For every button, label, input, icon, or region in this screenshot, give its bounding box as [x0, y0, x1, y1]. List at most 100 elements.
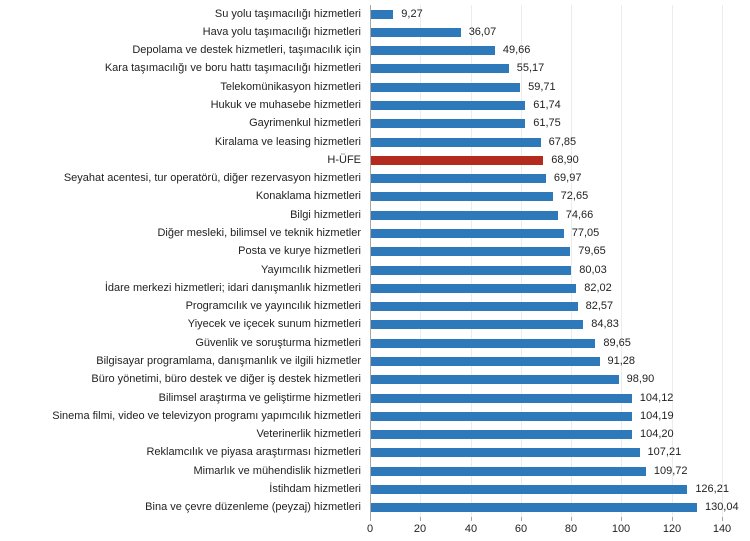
highlight-bar [370, 155, 544, 165]
value-label: 68,90 [551, 153, 579, 166]
category-label: Büro yönetimi, büro destek ve diğer iş d… [91, 373, 361, 386]
bar-row: Bilgisayar programlama, danışmanlık ve i… [0, 352, 750, 370]
bar-row: Güvenlik ve soruşturma hizmetleri 89,65 [0, 334, 750, 352]
category-label: Güvenlik ve soruşturma hizmetleri [195, 336, 361, 349]
bar-area: 79,65 [370, 243, 750, 261]
bar-row: Hukuk ve muhasebe hizmetleri 61,74 [0, 96, 750, 114]
bar-area: 130,04 [370, 499, 750, 517]
x-axis-tick-label: 40 [464, 523, 478, 535]
bar [370, 320, 584, 330]
bar-area: 84,83 [370, 316, 750, 334]
bar [370, 503, 697, 513]
x-axis-tick [621, 517, 622, 521]
bar [370, 356, 600, 366]
bar-row: İdare merkezi hizmetleri; idari danışman… [0, 279, 750, 297]
bar-row: Kara taşımacılığı ve boru hattı taşımacı… [0, 60, 750, 78]
bar-area: 126,21 [370, 480, 750, 498]
x-axis-tick-label: 140 [712, 523, 732, 535]
value-label: 79,65 [578, 245, 606, 258]
bar [370, 302, 578, 312]
bar-area: 55,17 [370, 60, 750, 78]
bar [370, 229, 564, 239]
category-label: Programcılık ve yayıncılık hizmetleri [185, 300, 361, 313]
bar-row: Su yolu taşımacılığı hizmetleri 9,27 [0, 5, 750, 23]
category-label: Konaklama hizmetleri [255, 190, 361, 203]
bar-area: 72,65 [370, 188, 750, 206]
value-label: 107,21 [647, 446, 682, 459]
bar-area: 77,05 [370, 224, 750, 242]
category-label: Kara taşımacılığı ve boru hattı taşımacı… [104, 62, 361, 75]
value-label: 98,90 [626, 373, 655, 386]
bar [370, 411, 632, 421]
value-label: 104,20 [639, 428, 674, 441]
bar-area: 61,75 [370, 115, 750, 133]
value-label: 61,75 [533, 117, 561, 130]
category-label: Yayımcılık hizmetleri [260, 263, 361, 276]
bar-row: Bina ve çevre düzenleme (peyzaj) hizmetl… [0, 499, 750, 517]
value-label: 9,27 [401, 7, 423, 20]
bar-area: 68,90 [370, 151, 750, 169]
bar-area: 74,66 [370, 206, 750, 224]
category-label: Diğer mesleki, bilimsel ve teknik hizmet… [157, 227, 361, 240]
bar-area: 67,85 [370, 133, 750, 151]
value-label: 80,03 [579, 263, 607, 276]
value-label: 55,17 [516, 62, 545, 75]
value-label: 82,02 [584, 281, 612, 294]
bar-row: Büro yönetimi, büro destek ve diğer iş d… [0, 371, 750, 389]
bar-row: Mimarlık ve mühendislik hizmetleri 109,72 [0, 462, 750, 480]
bar [370, 192, 553, 202]
category-label: Sinema filmi, video ve televizyon progra… [52, 409, 361, 422]
bar-area: 104,12 [370, 389, 750, 407]
value-label: 61,74 [533, 99, 561, 112]
bar-area: 107,21 [370, 444, 750, 462]
value-label: 67,85 [548, 135, 577, 148]
bar-area: 80,03 [370, 261, 750, 279]
bar-row: Hava yolu taşımacılığı hizmetleri 36,07 [0, 23, 750, 41]
bar-row: Yiyecek ve içecek sunum hizmetleri 84,83 [0, 316, 750, 334]
bar-row: Diğer mesleki, bilimsel ve teknik hizmet… [0, 224, 750, 242]
bar [370, 137, 541, 147]
value-label: 84,83 [591, 318, 619, 331]
bar-row: Sinema filmi, video ve televizyon progra… [0, 407, 750, 425]
x-axis-tick [672, 517, 673, 521]
bar [370, 64, 509, 74]
bar-area: 104,20 [370, 425, 750, 443]
category-label: İstihdam hizmetleri [269, 482, 361, 495]
bar-row: Konaklama hizmetleri 72,65 [0, 188, 750, 206]
bar-area: 109,72 [370, 462, 750, 480]
bar-row: İstihdam hizmetleri 126,21 [0, 480, 750, 498]
bar-row: Bilimsel araştırma ve geliştirme hizmetl… [0, 389, 750, 407]
bar [370, 448, 640, 458]
value-label: 36,07 [468, 25, 497, 38]
category-label: İdare merkezi hizmetleri; idari danışman… [104, 281, 361, 294]
bar [370, 27, 461, 37]
bar-area: 89,65 [370, 334, 750, 352]
bar [370, 101, 526, 111]
category-label: Bilgi hizmetleri [290, 208, 361, 221]
bar-area: 82,57 [370, 298, 750, 316]
bar-row: Seyahat acentesi, tur operatörü, diğer r… [0, 170, 750, 188]
bar-row: Bilgi hizmetleri 74,66 [0, 206, 750, 224]
value-label: 130,04 [704, 501, 739, 514]
x-axis-tick-label: 120 [662, 523, 682, 535]
category-label: Reklamcılık ve piyasa araştırması hizmet… [146, 446, 361, 459]
category-label: Su yolu taşımacılığı hizmetleri [214, 7, 361, 20]
bar [370, 119, 526, 129]
bar-row: Programcılık ve yayıncılık hizmetleri 82,… [0, 298, 750, 316]
x-axis-tick [521, 517, 522, 521]
category-label: Bilimsel araştırma ve geliştirme hizmetl… [158, 391, 361, 404]
x-axis-tick [370, 517, 371, 521]
bar [370, 375, 619, 385]
x-axis-tick-label: 60 [514, 523, 528, 535]
x-axis-tick-label: 0 [366, 523, 374, 535]
bar-area: 91,28 [370, 352, 750, 370]
bar [370, 210, 558, 220]
bar-row: Gayrimenkul hizmetleri 61,75 [0, 115, 750, 133]
category-label: Bina ve çevre düzenleme (peyzaj) hizmetl… [145, 501, 361, 514]
category-label: Mimarlık ve mühendislik hizmetleri [193, 464, 362, 477]
category-label: Yiyecek ve içecek sunum hizmetleri [187, 318, 361, 331]
value-label: 91,28 [607, 354, 636, 367]
bar [370, 82, 521, 92]
bar [370, 174, 546, 184]
